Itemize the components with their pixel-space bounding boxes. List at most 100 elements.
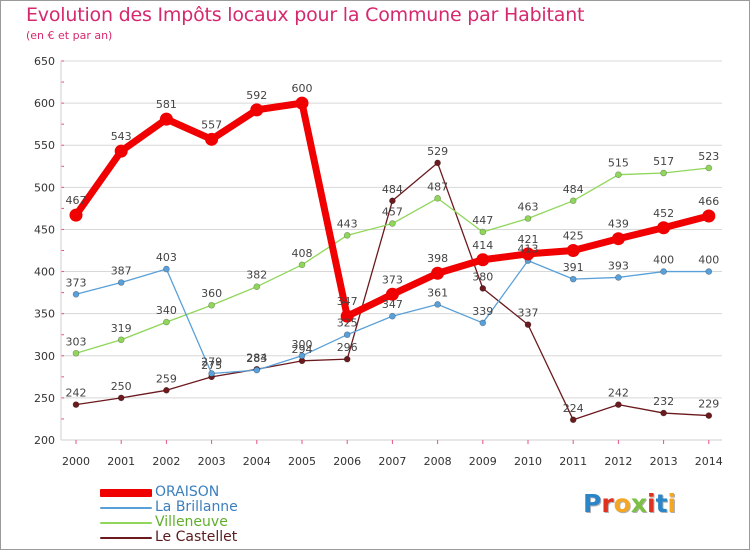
data-label-la-brillanne: 283 (246, 352, 267, 365)
data-label-le-castellet: 284 (246, 351, 267, 364)
data-point-le-castellet (524, 321, 532, 328)
data-label-oraison: 425 (563, 230, 584, 243)
data-point-la-brillanne (343, 331, 351, 339)
y-tick-label: 450 (34, 223, 55, 236)
data-label-villeneuve: 360 (201, 287, 222, 300)
y-tick-label: 300 (34, 350, 55, 363)
data-point-la-brillanne (208, 370, 215, 377)
proxiti-logo: Proxiti (583, 489, 676, 518)
data-point-villeneuve (298, 261, 306, 269)
legend-swatch (100, 489, 152, 497)
x-tick-label: 2007 (378, 455, 406, 468)
x-tick-label: 2005 (288, 455, 316, 468)
data-point-la-brillanne (479, 319, 487, 327)
legend: ORAISON La Brillanne Villeneuve Le Castelle… (100, 484, 320, 545)
data-point-oraison (476, 253, 490, 267)
data-point-la-brillanne (705, 268, 713, 275)
data-point-le-castellet (163, 387, 170, 394)
data-point-le-castellet (389, 197, 396, 205)
x-tick-label: 2008 (424, 455, 452, 468)
logo-letter: P (583, 489, 602, 518)
data-label-villeneuve: 487 (427, 180, 448, 193)
data-label-le-castellet: 484 (382, 183, 403, 196)
y-tick-label: 600 (34, 97, 55, 110)
x-tick-label: 2003 (198, 455, 226, 468)
data-point-oraison (205, 132, 219, 146)
data-point-le-castellet (117, 394, 125, 402)
axis-layer: 200 250 300 350 400 450 500 550 600 650 2000 2001 20… (34, 55, 723, 468)
data-label-la-brillanne: 400 (653, 254, 674, 267)
data-point-villeneuve (615, 171, 622, 178)
data-label-la-brillanne: 391 (563, 261, 584, 274)
data-label-le-castellet: 275 (201, 359, 222, 372)
legend-item: Villeneuve (100, 514, 320, 530)
data-label-le-castellet: 380 (472, 270, 493, 283)
data-label-la-brillanne: 403 (156, 251, 177, 264)
data-label-villeneuve: 303 (66, 335, 87, 348)
data-point-la-brillanne (569, 275, 577, 283)
data-label-oraison: 414 (472, 239, 493, 252)
data-point-le-castellet (434, 159, 441, 167)
legend-swatch (100, 537, 152, 539)
y-tick-label: 250 (34, 392, 55, 405)
data-label-villeneuve: 463 (518, 200, 539, 213)
data-point-villeneuve (524, 215, 532, 222)
x-tick-label: 2009 (469, 455, 497, 468)
data-point-le-castellet (660, 409, 667, 417)
data-point-la-brillanne (615, 274, 622, 281)
data-point-oraison (611, 232, 625, 246)
legend-label: La Brillanne (155, 499, 238, 515)
x-tick-label: 2000 (62, 455, 90, 468)
logo-letter: t (655, 489, 668, 518)
data-label-le-castellet: 296 (337, 341, 358, 354)
data-label-le-castellet: 529 (427, 145, 448, 158)
data-point-la-brillanne (253, 366, 261, 374)
data-label-oraison: 592 (246, 89, 267, 102)
data-label-le-castellet: 294 (292, 343, 313, 356)
x-tick-label: 2014 (695, 455, 723, 468)
series-layer (69, 96, 716, 424)
data-label-la-brillanne: 413 (518, 243, 539, 256)
data-label-villeneuve: 319 (111, 322, 132, 335)
data-label-oraison: 373 (382, 273, 403, 286)
data-label-oraison: 421 (518, 233, 539, 246)
logo-letter: r (601, 489, 614, 518)
data-point-le-castellet (479, 285, 487, 292)
data-label-le-castellet: 337 (518, 307, 539, 320)
data-point-oraison (657, 221, 671, 235)
data-label-villeneuve: 484 (563, 183, 584, 196)
x-tick-label: 2001 (107, 455, 135, 468)
data-point-la-brillanne (434, 301, 441, 308)
logo-letter: i (647, 489, 656, 518)
legend-label: Le Castellet (155, 529, 238, 545)
data-label-la-brillanne: 279 (201, 355, 222, 368)
data-label-le-castellet: 242 (66, 387, 87, 400)
data-label-la-brillanne: 347 (382, 298, 403, 311)
legend-label: Villeneuve (155, 514, 228, 530)
data-point-oraison (69, 208, 83, 222)
data-label-oraison: 398 (427, 252, 448, 265)
data-label-la-brillanne: 325 (337, 317, 358, 330)
x-tick-label: 2002 (152, 455, 180, 468)
data-label-oraison: 347 (337, 295, 358, 308)
data-point-le-castellet (615, 401, 622, 408)
data-label-la-brillanne: 373 (66, 276, 87, 289)
data-point-villeneuve (253, 283, 261, 291)
data-point-la-brillanne (72, 290, 80, 298)
data-point-villeneuve (163, 318, 170, 326)
data-label-la-brillanne: 300 (292, 338, 313, 351)
data-point-la-brillanne (660, 268, 667, 275)
data-point-villeneuve (434, 194, 441, 202)
logo-letter: i (667, 489, 677, 518)
data-label-villeneuve: 408 (292, 247, 313, 260)
data-label-le-castellet: 224 (563, 402, 584, 415)
legend-label: ORAISON (155, 484, 220, 500)
data-point-la-brillanne (117, 279, 125, 286)
data-label-layer: 242 250 259 275 284 294 296 484 529 380 337 224 242 2… (66, 82, 720, 415)
data-point-oraison (521, 247, 535, 261)
chart-subtitle: (en € et par an) (26, 29, 113, 42)
data-label-villeneuve: 517 (653, 155, 674, 168)
data-label-oraison: 439 (608, 218, 629, 231)
x-tick-label: 2012 (604, 455, 632, 468)
